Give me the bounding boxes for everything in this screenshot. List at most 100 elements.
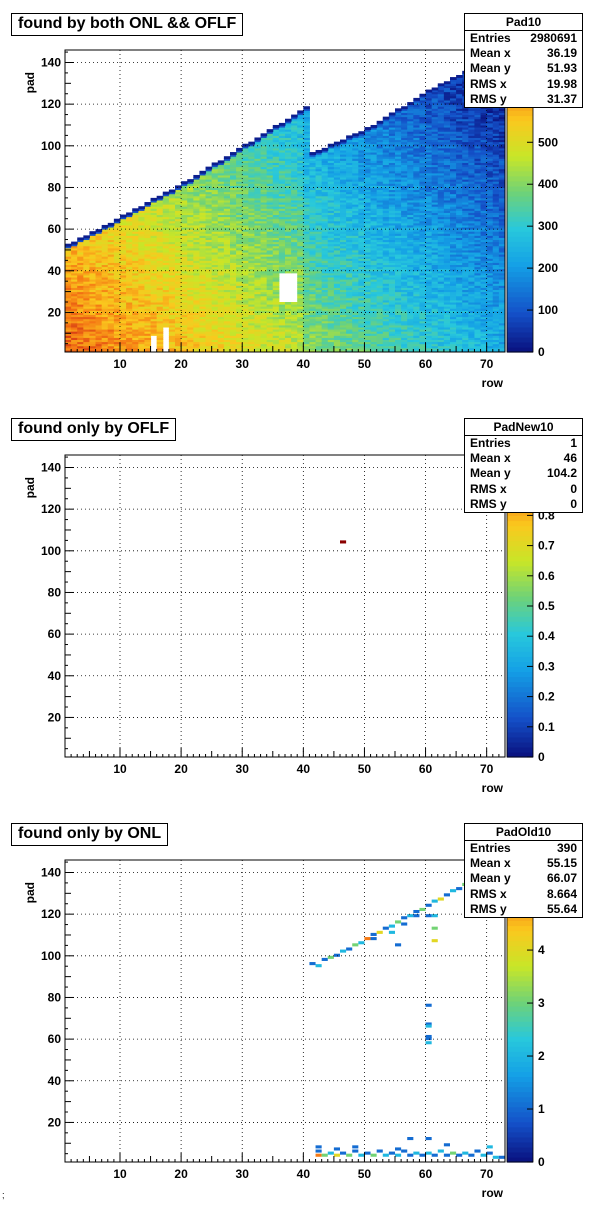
heatmap-cell [303, 245, 310, 249]
heatmap-cell [236, 337, 243, 341]
heatmap-cell [168, 233, 176, 236]
heatmap-cell [370, 131, 378, 134]
heatmap-cell [327, 166, 335, 170]
heatmap-cell [144, 233, 152, 236]
heatmap-cell [333, 202, 341, 205]
heatmap-cell [327, 299, 335, 303]
heatmap-cell [254, 208, 262, 211]
heatmap-cell [272, 147, 280, 151]
heatmap-cell [120, 272, 127, 276]
heatmap-cell [309, 183, 317, 186]
heatmap-cell [120, 312, 127, 316]
heatmap-cell [285, 227, 292, 230]
heatmap-cell [364, 231, 372, 234]
heatmap-cell [401, 304, 408, 307]
heatmap-cell [285, 302, 292, 305]
heatmap-cell [107, 333, 115, 336]
heatmap-cell [303, 164, 310, 168]
heatmap-cell [248, 329, 255, 332]
heatmap-cell [272, 229, 280, 232]
heatmap-cell [217, 279, 225, 282]
heatmap-cell [340, 170, 347, 174]
heatmap-cell [95, 295, 103, 299]
heatmap-cell [346, 227, 353, 230]
heatmap-cell [388, 149, 396, 153]
heatmap-cell [321, 197, 329, 201]
heatmap-cell [150, 245, 158, 249]
heatmap-cell [303, 231, 310, 234]
heatmap-cell [346, 143, 353, 147]
heatmap-cell [120, 327, 127, 330]
heatmap-cell [364, 154, 372, 157]
heatmap-cell [242, 347, 249, 351]
heatmap-cell [266, 266, 274, 270]
heatmap-cell [407, 268, 414, 272]
heatmap-cell [266, 193, 274, 197]
heatmap-cell [285, 170, 292, 174]
heatmap-cell [89, 279, 97, 282]
heatmap-cell [364, 216, 372, 220]
heatmap-cell [285, 168, 292, 172]
heatmap-cell [107, 324, 115, 328]
heatmap-cell [254, 185, 262, 188]
heatmap-cell [95, 264, 103, 268]
heatmap-cell [382, 345, 390, 349]
heatmap-cell [401, 145, 408, 149]
heatmap-cell [278, 245, 286, 249]
heatmap-cell [303, 324, 310, 328]
heatmap-cell [77, 310, 84, 313]
heatmap-cell [217, 324, 225, 328]
heatmap-cell [248, 149, 255, 153]
heatmap-cell [382, 127, 390, 130]
heatmap-cell [401, 218, 408, 222]
heatmap-cell [327, 247, 335, 251]
heatmap-cell [266, 304, 274, 307]
heatmap-cell [352, 299, 359, 303]
heatmap-cell [120, 345, 127, 349]
heatmap-cell [254, 147, 262, 151]
heatmap-cell [407, 345, 414, 349]
heatmap-cell [132, 229, 139, 232]
heatmap-cell [138, 324, 145, 328]
heatmap-cell [327, 295, 335, 299]
heatmap-cell [230, 316, 237, 320]
heatmap-cell [388, 147, 396, 151]
heatmap-cell [193, 245, 200, 249]
heatmap-cell [364, 299, 372, 303]
heatmap-cell [315, 258, 323, 261]
heatmap-cell [113, 320, 121, 324]
heatmap-cell [120, 289, 127, 293]
heatmap-cell [254, 310, 262, 313]
heatmap-cell [291, 172, 298, 176]
heatmap-cell [358, 247, 365, 251]
heatmap-cell [242, 314, 249, 318]
heatmap-cell [272, 183, 280, 186]
heatmap-cell [407, 202, 414, 205]
heatmap-cell [248, 264, 255, 268]
heatmap-cell [248, 212, 255, 216]
heatmap-cell [395, 314, 402, 318]
heatmap-cell [260, 212, 268, 216]
heatmap-cell [242, 345, 249, 349]
heatmap-cell [248, 277, 255, 280]
heatmap-cell [327, 318, 335, 322]
heatmap-cell [254, 216, 262, 220]
heatmap-cell [309, 308, 317, 311]
heatmap-cell [266, 260, 274, 263]
heatmap-cell [223, 268, 231, 272]
heatmap-cell [248, 243, 255, 247]
heatmap-cell [126, 247, 133, 251]
heatmap-cell [401, 199, 408, 203]
heatmap-cell [236, 162, 243, 166]
heatmap-cell [175, 337, 182, 341]
heatmap-cell [113, 331, 121, 334]
heatmap-cell [236, 304, 243, 307]
heatmap-cell [95, 312, 103, 316]
heatmap-cell [175, 295, 182, 299]
heatmap-cell [223, 172, 231, 176]
heatmap-cell [401, 249, 408, 253]
heatmap-cell [315, 302, 323, 305]
heatmap-cell [162, 245, 170, 249]
heatmap-cell [364, 199, 372, 203]
heatmap-cell [327, 147, 335, 151]
